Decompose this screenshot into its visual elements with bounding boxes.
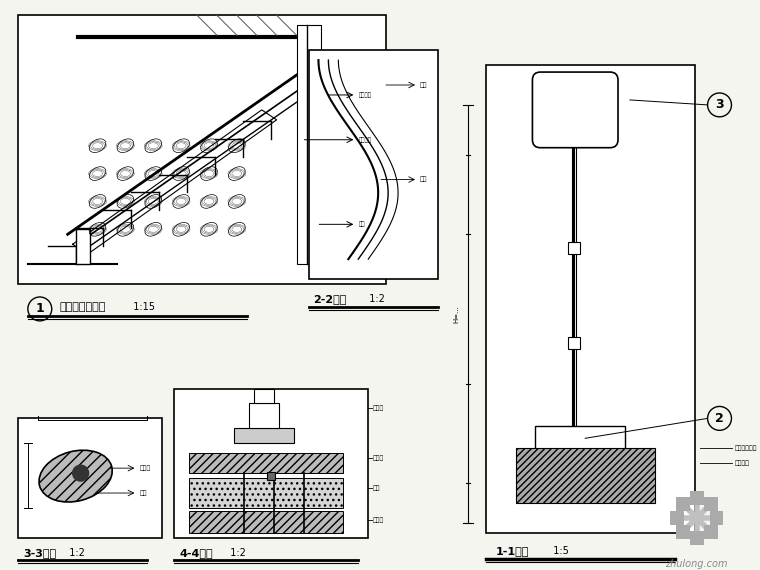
Text: 楼梯栏杆立面图: 楼梯栏杆立面图 <box>60 302 106 312</box>
Text: 3-3剖面: 3-3剖面 <box>23 548 56 557</box>
Text: 1:2: 1:2 <box>363 294 385 304</box>
Text: 水泥砂浆: 水泥砂浆 <box>734 461 749 466</box>
Text: 砂层: 砂层 <box>373 485 381 491</box>
Bar <box>515 448 655 503</box>
Text: 1: 1 <box>36 303 44 315</box>
Bar <box>267 472 274 480</box>
Bar <box>670 511 684 525</box>
Text: 栏杆扶手: 栏杆扶手 <box>358 92 372 97</box>
Bar <box>309 50 438 279</box>
Text: 4-4剖面: 4-4剖面 <box>179 548 213 557</box>
Bar <box>568 337 580 349</box>
Text: 扶手: 扶手 <box>420 82 427 88</box>
Bar <box>486 65 695 533</box>
Bar <box>710 511 724 525</box>
Text: 立柱: 立柱 <box>358 222 365 227</box>
Circle shape <box>73 465 89 481</box>
Bar <box>189 478 344 508</box>
Bar <box>296 25 321 264</box>
Text: 2-2剖面: 2-2剖面 <box>313 294 347 304</box>
Text: zhulong.com: zhulong.com <box>665 559 728 569</box>
Text: 2: 2 <box>715 412 724 425</box>
Text: 1:15: 1:15 <box>128 302 155 312</box>
Bar <box>76 229 90 264</box>
Text: 1:2: 1:2 <box>62 548 84 557</box>
Text: 1:2: 1:2 <box>224 548 245 557</box>
Bar <box>189 511 344 533</box>
Bar <box>18 15 386 284</box>
Bar <box>189 453 344 473</box>
Text: 1:5: 1:5 <box>547 545 569 556</box>
Bar <box>676 525 689 539</box>
Polygon shape <box>73 110 277 254</box>
Text: 装饰面: 装饰面 <box>373 406 385 411</box>
Text: 铁件: 铁件 <box>420 177 427 182</box>
FancyBboxPatch shape <box>533 72 618 148</box>
Text: 混凝土: 混凝土 <box>373 455 385 461</box>
Bar <box>254 389 274 404</box>
Text: 1-1剖面: 1-1剖面 <box>496 545 529 556</box>
Bar <box>704 497 717 511</box>
Text: 铁芯: 铁芯 <box>139 490 147 496</box>
Text: 铁艺花件: 铁艺花件 <box>358 137 372 142</box>
Text: 木扶手: 木扶手 <box>139 465 150 471</box>
Ellipse shape <box>39 450 112 502</box>
Bar <box>18 418 162 538</box>
Bar <box>689 491 704 505</box>
Text: H=...: H=... <box>454 305 460 323</box>
Text: 混凝土: 混凝土 <box>373 517 385 523</box>
Text: 3: 3 <box>715 99 724 111</box>
Bar <box>234 428 293 443</box>
Bar <box>535 426 625 458</box>
Bar <box>568 242 580 254</box>
Bar <box>560 92 588 110</box>
Bar <box>689 531 704 545</box>
Bar <box>565 108 583 122</box>
Text: 木饰面装饰条: 木饰面装饰条 <box>734 445 757 451</box>
Bar <box>704 525 717 539</box>
Bar <box>174 389 368 538</box>
Bar <box>249 404 279 428</box>
Bar <box>676 497 689 511</box>
